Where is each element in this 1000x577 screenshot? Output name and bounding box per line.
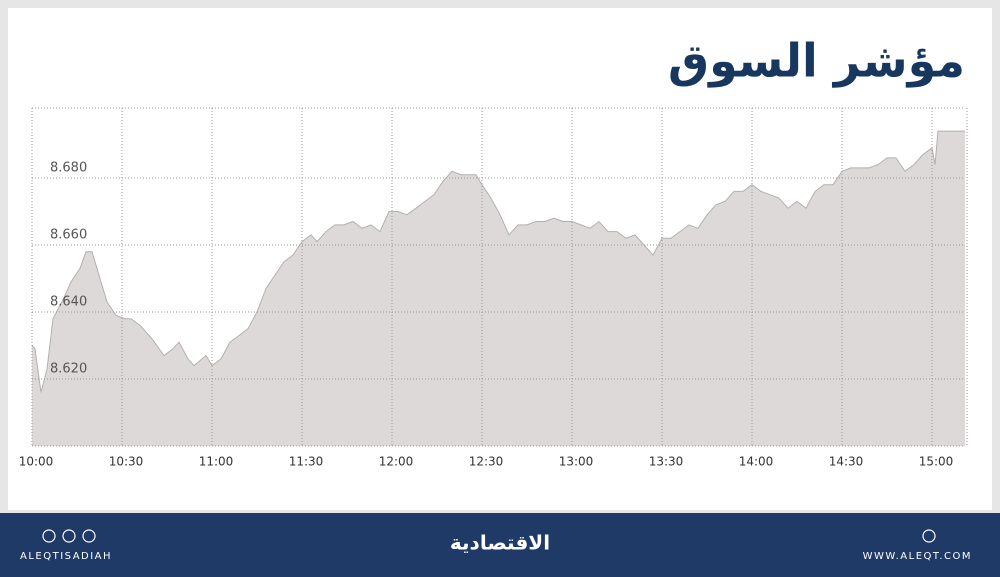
x-tick-label: 14:30 — [829, 455, 864, 469]
x-tick-label: 10:30 — [109, 455, 144, 469]
footer-right: WWW.ALEQT.COM — [863, 551, 972, 562]
line — [31, 130, 965, 393]
y-tick-label: 8.620 — [50, 362, 87, 377]
x-tick-label: 15:00 — [919, 455, 954, 469]
x-tick-label: 12:30 — [469, 455, 504, 469]
x-tick-label: 11:00 — [199, 455, 234, 469]
x-tick-label: 14:00 — [739, 455, 774, 469]
social-icons — [42, 529, 936, 543]
x-tick-label: 10:00 — [19, 455, 54, 469]
x-tick-label: 13:30 — [649, 455, 684, 469]
plot: 8.620 8.640 8.660 8.680 10:00 10:30 11:00 11:30… — [19, 107, 968, 469]
footer-bar — [0, 513, 1000, 577]
chart-title: مؤشر السوق — [668, 34, 965, 88]
y-tick-label: 8.640 — [50, 295, 87, 310]
area — [32, 131, 965, 446]
y-tick-label: 8.660 — [50, 228, 87, 243]
x-tick-label: 12:00 — [379, 455, 414, 469]
footer-left: ALEQTISADIAH — [20, 551, 112, 562]
y-tick-label: 8.680 — [50, 161, 87, 176]
x-tick-label: 13:00 — [559, 455, 594, 469]
x-tick-label: 11:30 — [289, 455, 324, 469]
footer-logo: الاقتصادية — [450, 531, 550, 555]
